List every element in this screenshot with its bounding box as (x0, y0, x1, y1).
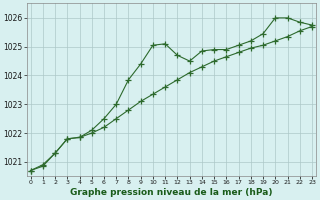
X-axis label: Graphe pression niveau de la mer (hPa): Graphe pression niveau de la mer (hPa) (70, 188, 273, 197)
